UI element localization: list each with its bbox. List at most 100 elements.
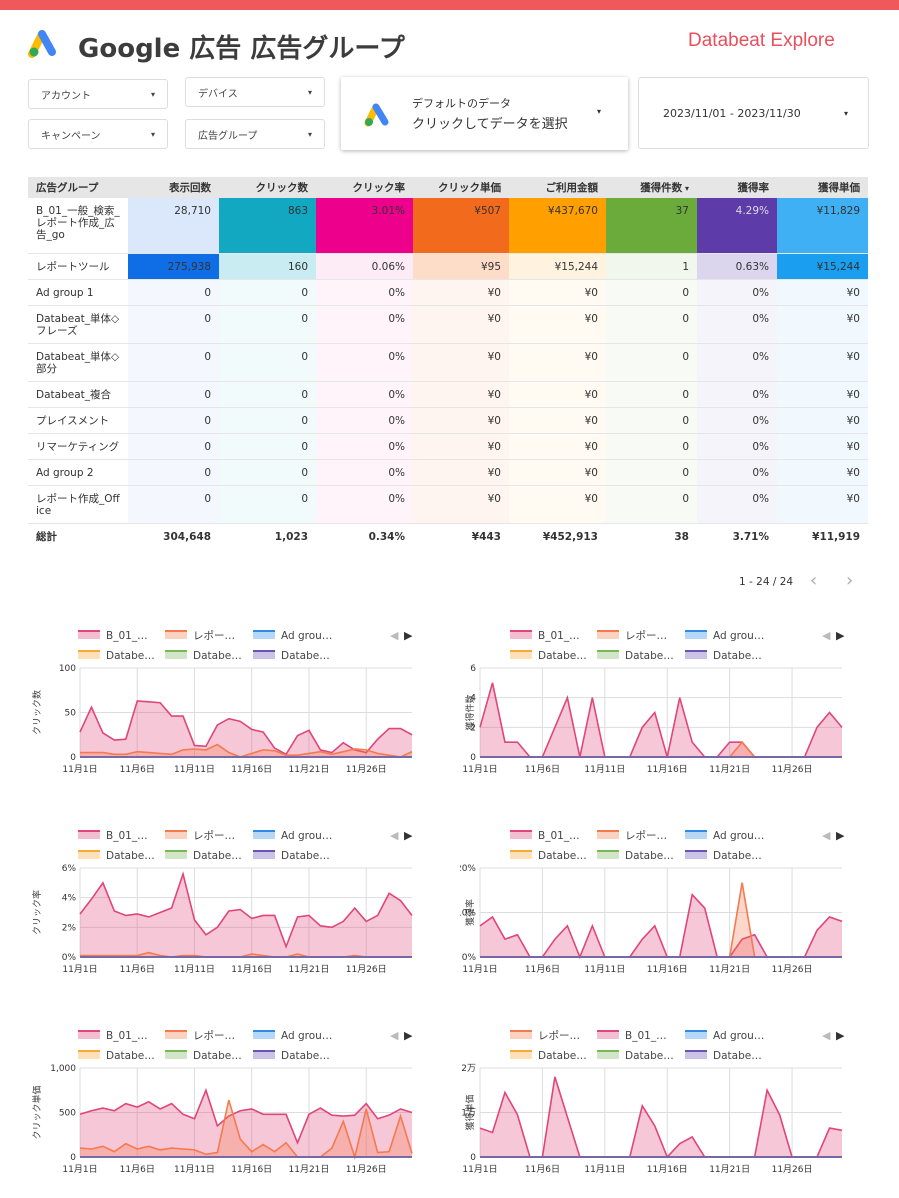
prev-page[interactable]: ‹ xyxy=(810,570,818,591)
y-tick-label: 0% xyxy=(62,953,77,963)
table-cell: 0 xyxy=(128,407,219,434)
y-axis-label: 獲得単価 xyxy=(464,1094,476,1130)
table-cell: 0% xyxy=(316,305,413,344)
legend-label: Databe… xyxy=(625,1050,674,1062)
table-cell: ¥0 xyxy=(413,279,509,306)
x-tick-label: 11月26日 xyxy=(772,964,813,975)
total-cell: ¥452,913 xyxy=(542,530,598,543)
area xyxy=(480,682,842,757)
table-cell: 0 xyxy=(606,381,697,408)
x-tick-label: 11月1日 xyxy=(462,1164,497,1175)
total-cell: 1,023 xyxy=(274,530,308,543)
table-cell: 0% xyxy=(697,407,777,434)
legend-swatch xyxy=(685,1051,707,1059)
table-cell: Ad group 1 xyxy=(28,279,128,306)
legend-swatch xyxy=(685,851,707,859)
legend-swatch xyxy=(165,851,187,859)
legend-label: レポー… xyxy=(625,630,667,642)
table-cell: レポートツール xyxy=(28,253,128,280)
legend-swatch xyxy=(597,1051,619,1059)
legend-label: レポー… xyxy=(193,830,235,842)
legend-prev: ◀ xyxy=(822,1029,831,1042)
table-cell: 0 xyxy=(606,305,697,344)
legend-swatch xyxy=(253,631,275,639)
legend-label: B_01_… xyxy=(625,1030,667,1042)
x-tick-label: 11月21日 xyxy=(709,764,750,775)
table-row: レポートツール 275,938 160 0.06% ¥95 ¥15,244 1 0.63% ¥1… xyxy=(28,253,868,280)
table-cell: B_01_一般_検索_レポート作成_広告_go xyxy=(28,198,128,254)
y-tick-label: 100 xyxy=(59,664,76,674)
legend-swatch xyxy=(78,651,100,659)
y-tick-label: 6 xyxy=(470,664,476,674)
line xyxy=(80,743,413,758)
legend-swatch xyxy=(78,851,100,859)
legend-swatch xyxy=(165,631,187,639)
chart: B_01_… レポー… Ad grou… Databe… Databe… Databe… ◀… xyxy=(31,829,413,975)
table-cell: リマーケティング xyxy=(28,433,128,460)
table-cell: Ad group 2 xyxy=(28,459,128,486)
filter-campaign[interactable]: キャンペーン xyxy=(28,119,168,149)
legend-label: B_01_… xyxy=(106,630,148,642)
table-cell: 0 xyxy=(219,279,316,306)
table-cell: 0% xyxy=(316,407,413,434)
y-axis-label: 獲得率 xyxy=(464,899,476,926)
legend-swatch xyxy=(510,831,532,839)
filter-device[interactable]: デバイス xyxy=(185,77,325,107)
legend-next: ▶ xyxy=(404,1029,413,1042)
table-cell: 0 xyxy=(606,433,697,460)
table-cell: ¥0 xyxy=(509,459,606,486)
x-tick-label: 11月11日 xyxy=(584,1164,625,1175)
ads-icon xyxy=(28,30,56,58)
x-tick-label: 11月11日 xyxy=(174,1164,215,1175)
x-tick-label: 11月26日 xyxy=(346,964,387,975)
legend-label: Ad grou… xyxy=(281,630,332,642)
table-cell: 0 xyxy=(219,305,316,344)
x-tick-label: 11月16日 xyxy=(231,964,272,975)
x-tick-label: 11月6日 xyxy=(525,764,560,775)
legend-label: Databe… xyxy=(281,650,330,662)
total-cell: ¥443 xyxy=(471,530,501,543)
legend-label: B_01_… xyxy=(538,630,580,642)
legend-swatch xyxy=(685,831,707,839)
filter-ad-group[interactable]: 広告グループ xyxy=(185,119,325,149)
y-tick-label: 1,000 xyxy=(50,1064,76,1074)
data-source[interactable]: デフォルトのデータ クリックしてデータを選択 ▾ xyxy=(341,77,628,150)
legend-label: Ad grou… xyxy=(281,1030,332,1042)
table-cell: ¥437,670 xyxy=(509,198,606,254)
table-cell: ¥0 xyxy=(413,433,509,460)
legend-label: Databe… xyxy=(538,650,587,662)
page-title: Google 広告 広告グループ xyxy=(78,34,405,64)
next-page[interactable]: › xyxy=(846,570,854,591)
table-cell: ¥0 xyxy=(413,459,509,486)
table-cell: 0 xyxy=(128,381,219,408)
legend-prev: ◀ xyxy=(390,1029,399,1042)
y-tick-label: 0% xyxy=(462,953,477,963)
table-cell: 0% xyxy=(697,459,777,486)
filter-account[interactable]: アカウント xyxy=(28,79,168,109)
legend-label: Databe… xyxy=(538,850,587,862)
date-range[interactable]: 2023/11/01 - 2023/11/30 xyxy=(638,77,869,149)
legend-swatch xyxy=(165,1031,187,1039)
table-cell: 0 xyxy=(128,305,219,344)
table-cell: Databeat_単体◇部分 xyxy=(28,343,128,382)
total-cell: 38 xyxy=(674,530,689,543)
table-cell: ¥0 xyxy=(509,485,606,524)
legend-label: レポー… xyxy=(538,1030,580,1042)
top-bar xyxy=(0,0,899,10)
brand-logo: Databeat Explore xyxy=(688,30,835,51)
legend-swatch xyxy=(685,631,707,639)
legend-next: ▶ xyxy=(836,629,845,642)
legend-label: Databe… xyxy=(713,650,762,662)
table-cell: ¥95 xyxy=(413,253,509,280)
column-header: クリック単価 xyxy=(413,177,509,198)
chart: B_01_… レポー… Ad grou… Databe… Databe… Databe… ◀… xyxy=(460,829,845,975)
legend-next: ▶ xyxy=(836,829,845,842)
table-row: リマーケティング 0 0 0% ¥0 ¥0 0 0% ¥0 xyxy=(28,433,868,460)
table-cell: ¥0 xyxy=(777,305,868,344)
legend-swatch xyxy=(510,851,532,859)
legend-label: Databe… xyxy=(281,850,330,862)
legend-label: Ad grou… xyxy=(281,830,332,842)
x-tick-label: 11月6日 xyxy=(120,1164,155,1175)
y-tick-label: 0 xyxy=(70,1153,76,1163)
